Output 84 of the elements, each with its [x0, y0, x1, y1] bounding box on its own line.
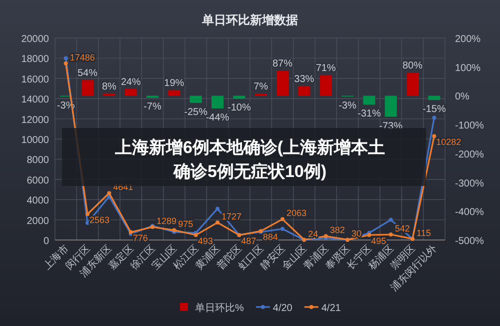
point	[216, 206, 220, 211]
bar	[168, 90, 180, 96]
point	[388, 218, 393, 222]
bar	[190, 96, 202, 103]
data-label: -73%	[379, 120, 403, 132]
y2-tick-label: -100%	[455, 120, 484, 132]
data-label: 8%	[102, 81, 116, 92]
data-label: 80%	[402, 60, 423, 72]
point	[86, 212, 90, 216]
data-label: -15%	[422, 104, 446, 116]
data-label: 115	[416, 228, 431, 238]
y-tick-label: 14000	[21, 94, 50, 106]
data-label: -7%	[144, 102, 162, 113]
data-label: 71%	[316, 63, 336, 74]
point	[432, 116, 436, 120]
data-label: 975	[178, 219, 194, 230]
legend-label: 4/20	[272, 303, 293, 314]
y-tick-label: 10000	[21, 135, 50, 146]
y2-tick-label: -400%	[455, 207, 484, 218]
point	[388, 232, 393, 237]
y-tick-label: 12000	[21, 114, 50, 126]
data-label: 382	[330, 225, 345, 236]
data-label: 493	[198, 236, 213, 246]
legend-label: 4/21	[321, 303, 342, 314]
data-label: 7%	[254, 82, 268, 93]
data-label: 4641	[113, 182, 134, 192]
data-label: 24	[308, 228, 318, 239]
data-label: 17486	[70, 52, 95, 62]
data-label: -31%	[357, 108, 381, 120]
bar	[428, 96, 440, 100]
annotation: 上海新增6例本地确诊(上海新增本土确诊5例无症状10例)	[114, 138, 386, 181]
bar	[406, 72, 418, 96]
point	[367, 233, 372, 237]
bar	[212, 96, 224, 108]
data-label: 30	[352, 228, 362, 239]
y-tick-label: 18000	[21, 54, 50, 66]
bar	[298, 86, 310, 96]
point	[64, 56, 68, 60]
data-label: 884	[262, 232, 278, 242]
data-label: 19%	[164, 78, 184, 90]
bar	[276, 70, 288, 96]
bar	[124, 88, 137, 96]
data-label: 776	[132, 233, 148, 244]
data-label: 2063	[286, 208, 307, 218]
data-label: -25%	[184, 106, 208, 118]
bar	[363, 96, 376, 105]
point	[216, 220, 220, 225]
point	[280, 226, 284, 231]
point	[64, 61, 68, 66]
y-tick-label: 6000	[26, 175, 50, 186]
y2-tick-label: -200%	[455, 149, 484, 160]
y2-tick-label: 0%	[455, 92, 470, 103]
data-label: 33%	[294, 74, 314, 86]
y2-tick-label: -300%	[455, 178, 484, 190]
y2-tick-label: 100%	[455, 62, 481, 74]
point	[107, 191, 112, 196]
point	[432, 134, 436, 138]
bar	[320, 75, 332, 96]
data-label: 487	[241, 236, 256, 246]
data-label: 495	[371, 236, 386, 246]
bar	[82, 80, 94, 96]
y-tick-label: 0	[43, 236, 50, 247]
legend-label: 单日环比%	[195, 302, 244, 314]
data-label: -3%	[338, 100, 356, 112]
data-label: 87%	[272, 58, 293, 70]
point	[280, 217, 284, 222]
y2-tick-label: 200%	[455, 34, 481, 45]
data-label: -10%	[227, 102, 251, 114]
data-label: -44%	[206, 112, 230, 124]
point	[194, 233, 198, 238]
bar	[384, 96, 397, 117]
y-tick-label: 8000	[26, 155, 50, 166]
chart-title: 单日环比新增数据	[201, 13, 298, 27]
data-label: 54%	[77, 68, 98, 80]
data-label: 10282	[436, 137, 462, 148]
data-label: 24%	[120, 76, 141, 88]
y-tick-label: 20000	[21, 34, 50, 45]
y-tick-label: 16000	[21, 74, 50, 86]
data-label: 2563	[90, 215, 110, 226]
y2-tick-label: -500%	[455, 236, 484, 247]
bar	[233, 96, 246, 99]
y-tick-label: 4000	[26, 196, 50, 207]
data-label: 1289	[156, 216, 177, 226]
y-tick-label: 2000	[26, 216, 50, 227]
